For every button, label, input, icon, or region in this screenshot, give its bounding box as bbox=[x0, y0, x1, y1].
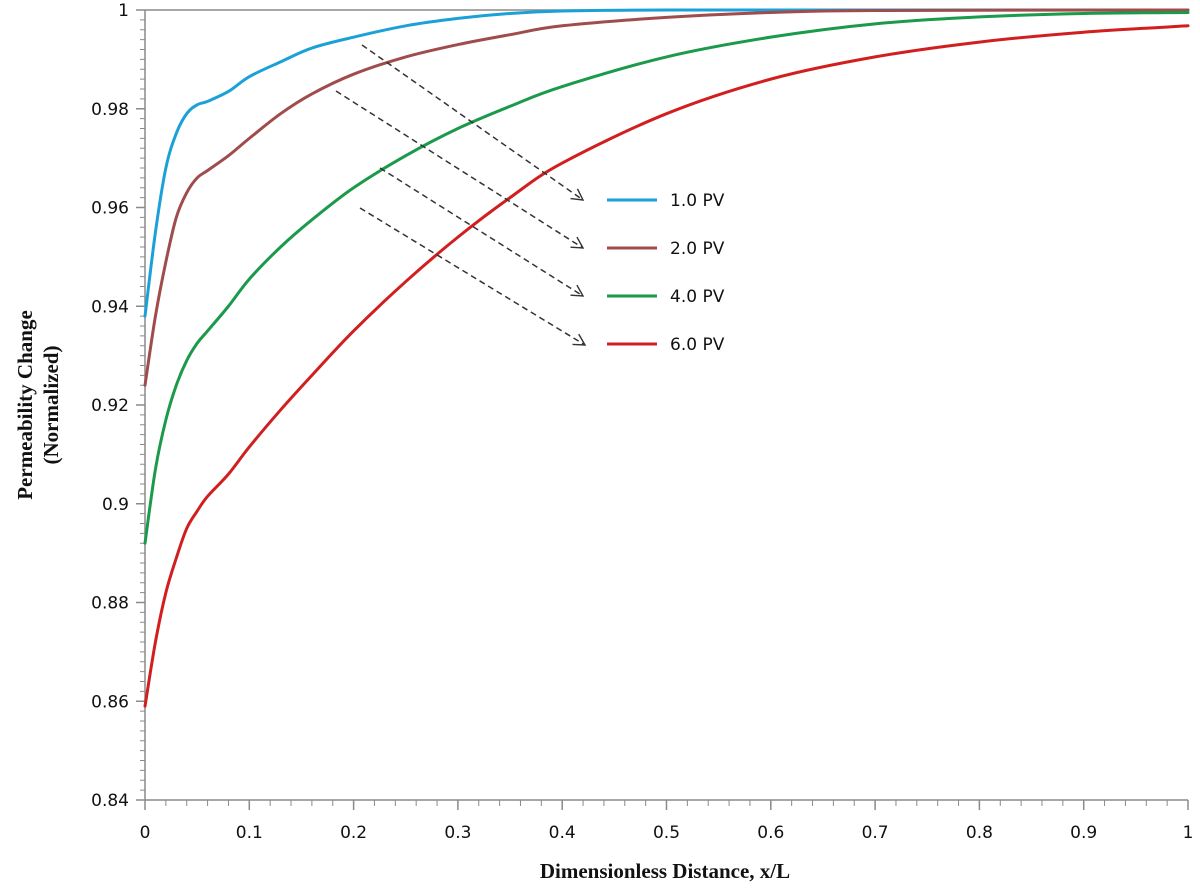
x-axis-label: Dimensionless Distance, x/L bbox=[540, 859, 790, 883]
y-axis-label-line1: Permeability Change bbox=[13, 310, 37, 500]
legend: 1.0 PV 2.0 PV 4.0 PV 6.0 PV bbox=[607, 191, 725, 355]
legend-label: 6.0 PV bbox=[670, 335, 725, 355]
x-tick-label: 0.5 bbox=[653, 823, 680, 843]
x-tick-label: 0.9 bbox=[1070, 823, 1097, 843]
y-axis-label-line2: (Normalized) bbox=[39, 346, 63, 465]
series-layer bbox=[143, 8, 1190, 708]
minor-ticks bbox=[140, 9, 1189, 806]
y-tick-label: 0.88 bbox=[91, 594, 129, 614]
series-line-2 bbox=[143, 8, 1190, 387]
x-tick-label: 0.7 bbox=[862, 823, 889, 843]
series-line-3 bbox=[143, 10, 1190, 545]
y-tick-label: 0.9 bbox=[102, 495, 129, 515]
annotation-arrow bbox=[359, 207, 587, 346]
y-tick-label: 0.84 bbox=[91, 791, 129, 811]
y-tick-label: 0.96 bbox=[91, 199, 129, 219]
x-tick-label: 0.3 bbox=[444, 823, 471, 843]
x-tick-label: 1 bbox=[1183, 823, 1194, 843]
annotation-arrow bbox=[361, 44, 585, 201]
x-axis-ticks: 0 0.1 0.2 0.3 0.4 0.5 0.6 0.7 0.8 0.9 1 bbox=[140, 800, 1194, 843]
x-tick-label: 0.8 bbox=[966, 823, 993, 843]
x-tick-label: 0.6 bbox=[757, 823, 784, 843]
x-tick-label: 0.4 bbox=[549, 823, 576, 843]
y-axis-ticks: 0.84 0.86 0.88 0.9 0.92 0.94 0.96 0.98 1 bbox=[91, 1, 145, 811]
x-tick-label: 0 bbox=[140, 823, 151, 843]
y-tick-label: 0.86 bbox=[91, 692, 129, 712]
y-tick-label: 0.98 bbox=[91, 100, 129, 120]
series-line-1 bbox=[143, 8, 1190, 318]
legend-label: 4.0 PV bbox=[670, 287, 725, 307]
x-tick-label: 0.2 bbox=[340, 823, 367, 843]
plot-frame bbox=[144, 9, 1188, 801]
x-tick-label: 0.1 bbox=[236, 823, 263, 843]
legend-label: 1.0 PV bbox=[670, 191, 725, 211]
annotation-arrow bbox=[335, 90, 585, 249]
y-tick-label: 1 bbox=[118, 1, 129, 21]
y-tick-label: 0.94 bbox=[91, 297, 129, 317]
y-tick-label: 0.92 bbox=[91, 396, 129, 416]
annotation-arrows bbox=[335, 44, 587, 346]
legend-label: 2.0 PV bbox=[670, 239, 725, 259]
series-line-4 bbox=[143, 24, 1190, 708]
